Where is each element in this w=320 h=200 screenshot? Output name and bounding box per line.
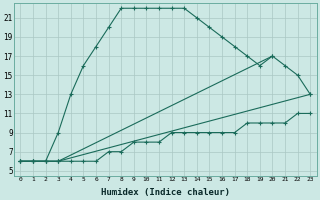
X-axis label: Humidex (Indice chaleur): Humidex (Indice chaleur) xyxy=(101,188,230,197)
